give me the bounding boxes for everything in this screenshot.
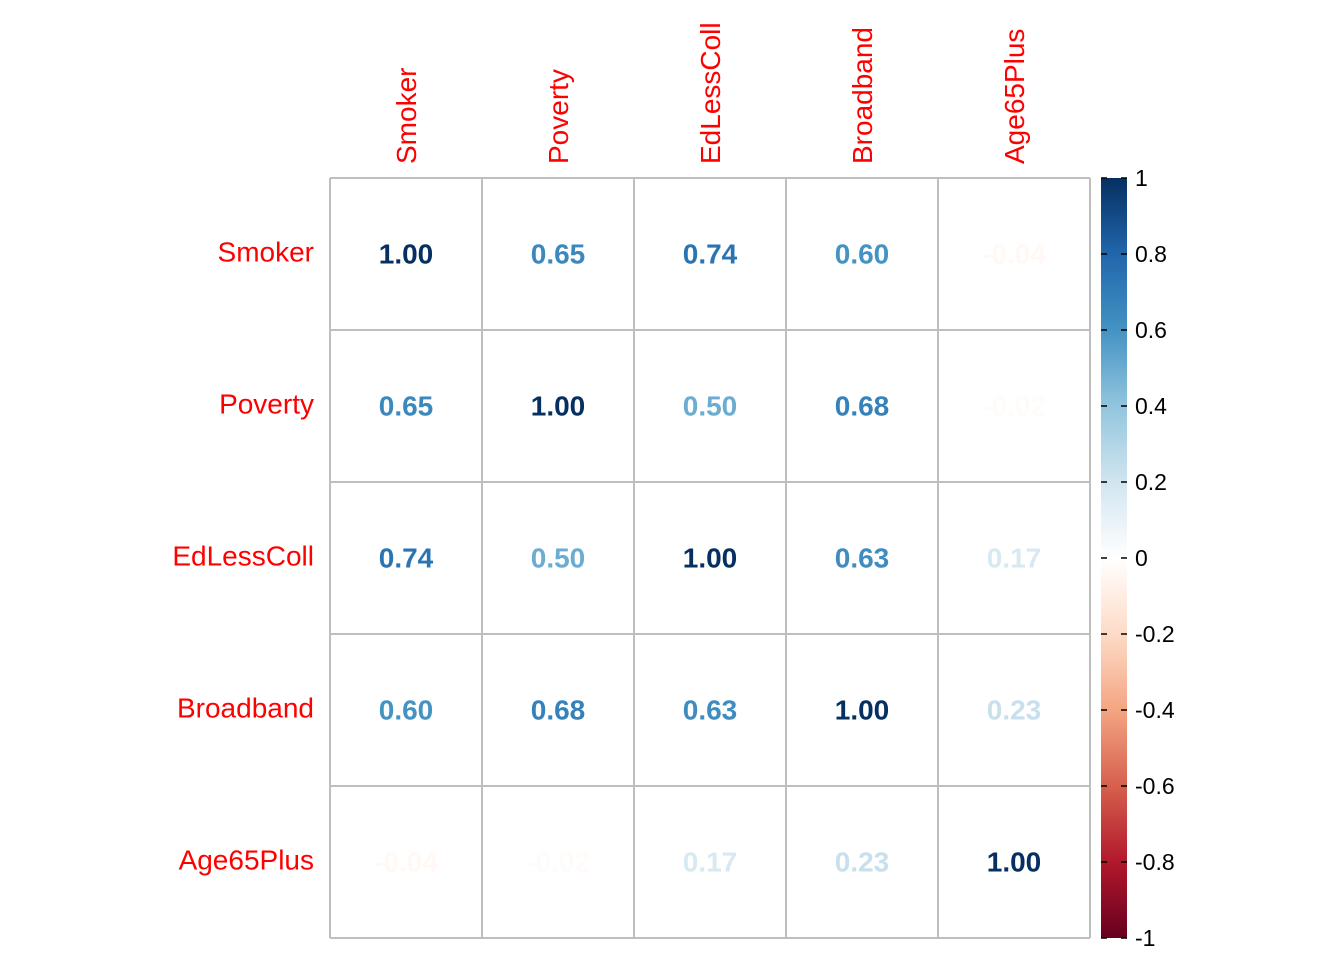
row-label: Smoker (218, 237, 314, 268)
colorbar-tick-label: 0.4 (1135, 393, 1167, 419)
color-legend: 1 0.8 0.6 0.4 0.2 0 -0.2 -0.4 -0.6 -0.8 -1 (1101, 165, 1175, 951)
column-label: EdLessColl (695, 22, 726, 164)
cell-value: 0.65 (379, 391, 434, 422)
cell-value: 0.74 (683, 239, 738, 270)
column-label: Poverty (543, 69, 574, 164)
cell-value: 0.60 (379, 695, 434, 726)
column-label: Smoker (391, 68, 422, 164)
colorbar-tick-label: -0.2 (1135, 621, 1175, 647)
colorbar-tick-label: 0.2 (1135, 469, 1167, 495)
cell-value: 0.23 (987, 695, 1042, 726)
column-label: Broadband (847, 27, 878, 164)
colorbar-tick-label: 0.6 (1135, 317, 1167, 343)
cell-value: 1.00 (835, 695, 890, 726)
cell-value: 1.00 (987, 847, 1042, 878)
row-label: EdLessColl (172, 541, 314, 572)
cell-value: -0.04 (982, 239, 1046, 270)
cell-value: 0.63 (683, 695, 738, 726)
cell-value: 0.60 (835, 239, 890, 270)
cell-value: 1.00 (531, 391, 586, 422)
colorbar-tick-label: -0.4 (1135, 697, 1175, 723)
cell-value: 0.74 (379, 543, 434, 574)
matrix-grid (329, 177, 1091, 939)
cell-value: 0.17 (987, 543, 1042, 574)
column-labels: Smoker Poverty EdLessColl Broadband Age65Plu… (391, 22, 1030, 164)
cell-value: 0.17 (683, 847, 738, 878)
colorbar-tick-label: -0.6 (1135, 773, 1175, 799)
colorbar-tick-label: 0.8 (1135, 241, 1167, 267)
cell-value: 0.65 (531, 239, 586, 270)
cell-value: 1.00 (379, 239, 434, 270)
cell-value: 0.50 (531, 543, 586, 574)
row-label: Age65Plus (179, 845, 314, 876)
row-label: Broadband (177, 693, 314, 724)
cell-value: 0.68 (835, 391, 890, 422)
cell-value: 0.50 (683, 391, 738, 422)
cell-value: 0.23 (835, 847, 890, 878)
colorbar-tick-label: 0 (1135, 545, 1148, 571)
colorbar-tick-label: -0.8 (1135, 849, 1175, 875)
row-label: Poverty (219, 389, 314, 420)
cell-value: -0.02 (982, 391, 1046, 422)
cell-value: 0.68 (531, 695, 586, 726)
cell-value: -0.02 (526, 847, 590, 878)
cell-value: 0.63 (835, 543, 890, 574)
cell-value: 1.00 (683, 543, 738, 574)
column-label: Age65Plus (999, 29, 1030, 164)
row-labels: Smoker Poverty EdLessColl Broadband Age65Plu… (172, 237, 314, 876)
colorbar-tick-label: 1 (1135, 165, 1148, 191)
cell-values: 1.00 0.65 0.74 0.60 -0.04 0.65 1.00 0.50 0.68 -0.… (374, 239, 1046, 878)
colorbar-tick-label: -1 (1135, 925, 1155, 951)
cell-value: -0.04 (374, 847, 438, 878)
